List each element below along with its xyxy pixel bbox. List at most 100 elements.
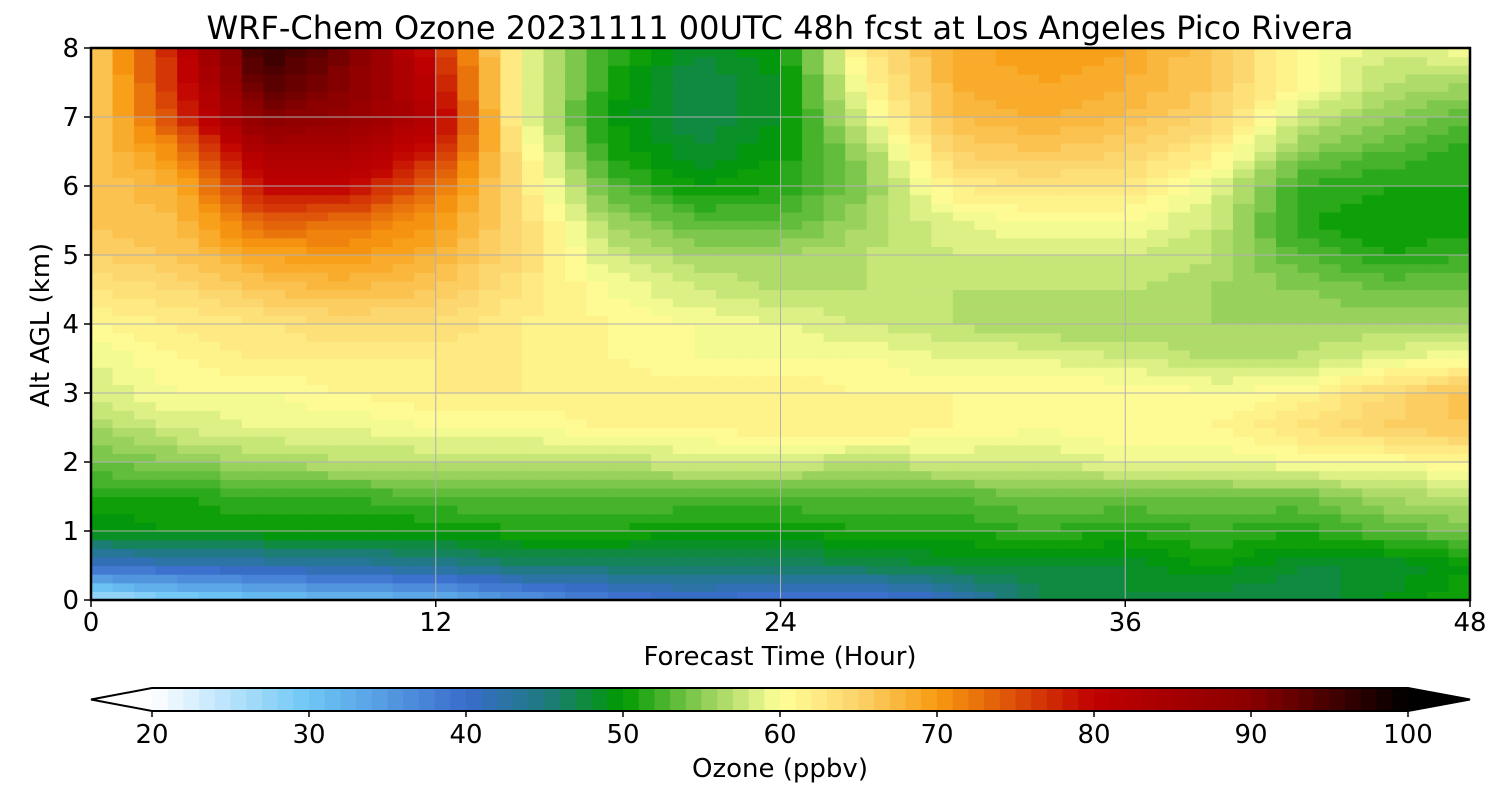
heatmap-cell: [845, 444, 868, 454]
heatmap-cell: [284, 453, 308, 463]
heatmap-cell: [931, 263, 954, 273]
heatmap-cell: [1125, 82, 1148, 92]
heatmap-cell: [1168, 505, 1191, 515]
heatmap-cell: [931, 487, 954, 498]
heatmap-cell: [608, 91, 631, 101]
heatmap-cell: [1103, 496, 1126, 506]
heatmap-cell: [1297, 65, 1320, 75]
heatmap-cell: [952, 358, 976, 368]
heatmap-cell: [435, 548, 458, 558]
heatmap-cell: [1017, 444, 1040, 454]
heatmap-cell: [1319, 462, 1342, 472]
heatmap-cell: [931, 470, 954, 480]
heatmap-cell: [328, 272, 351, 282]
heatmap-cell: [780, 160, 803, 170]
heatmap-cell: [1039, 556, 1062, 567]
heatmap-cell: [220, 99, 243, 109]
heatmap-cell: [521, 91, 545, 101]
heatmap-cell: [198, 531, 221, 541]
heatmap-cell: [1168, 332, 1191, 342]
heatmap-cell: [220, 574, 243, 584]
heatmap-cell: [1276, 324, 1299, 334]
heatmap-cell: [284, 263, 308, 273]
heatmap-cell: [91, 418, 114, 429]
heatmap-cell: [1232, 211, 1256, 222]
heatmap-cell: [1232, 358, 1256, 368]
heatmap-cell: [672, 194, 695, 204]
heatmap-cell: [1232, 487, 1256, 498]
heatmap-cell: [866, 134, 889, 144]
heatmap-cell: [371, 332, 394, 342]
heatmap-cell: [1297, 263, 1320, 273]
heatmap-cell: [737, 401, 760, 411]
heatmap-cell: [414, 186, 437, 196]
heatmap-cell: [1103, 505, 1126, 515]
heatmap-cell: [371, 134, 394, 144]
heatmap-cell: [457, 117, 480, 127]
heatmap-cell: [1448, 332, 1471, 342]
heatmap-cell: [371, 289, 394, 299]
colorbar-swatch: [591, 688, 608, 711]
heatmap-cell: [1017, 531, 1040, 541]
heatmap-cell: [1232, 479, 1256, 489]
heatmap-cell: [974, 186, 997, 196]
heatmap-cell: [974, 324, 997, 334]
heatmap-cell: [457, 505, 480, 515]
heatmap-cell: [651, 418, 674, 429]
heatmap-cell: [1125, 505, 1148, 515]
heatmap-cell: [1383, 73, 1406, 84]
heatmap-cell: [629, 375, 652, 385]
heatmap-cell: [1211, 418, 1234, 429]
heatmap-cell: [435, 186, 458, 196]
heatmap-cell: [931, 306, 954, 316]
heatmap-cell: [241, 418, 264, 429]
heatmap-cell: [1405, 444, 1428, 454]
heatmap-cell: [888, 505, 911, 515]
heatmap-cell: [241, 108, 264, 118]
heatmap-cell: [1082, 82, 1105, 92]
heatmap-cell: [177, 91, 200, 101]
heatmap-cell: [694, 513, 717, 523]
heatmap-cell: [931, 462, 954, 472]
heatmap-cell: [715, 487, 739, 498]
heatmap-cell: [500, 65, 523, 75]
heatmap-cell: [1448, 48, 1471, 58]
heatmap-cell: [995, 177, 1019, 187]
heatmap-cell: [909, 73, 932, 84]
heatmap-cell: [112, 280, 135, 291]
y-tick-label: 0: [62, 586, 79, 616]
heatmap-cell: [435, 384, 458, 394]
heatmap-cell: [565, 48, 588, 58]
heatmap-cell: [995, 548, 1019, 558]
heatmap-cell: [284, 134, 308, 144]
heatmap-cell: [134, 186, 157, 196]
heatmap-cell: [328, 220, 351, 230]
heatmap-cell: [1103, 341, 1126, 351]
heatmap-cell: [1254, 186, 1277, 196]
heatmap-cell: [198, 48, 221, 58]
heatmap-cell: [1319, 349, 1342, 360]
heatmap-cell: [737, 470, 760, 480]
heatmap-cell: [91, 203, 114, 213]
heatmap-cell: [349, 229, 372, 239]
heatmap-cell: [1103, 134, 1126, 144]
heatmap-cell: [1383, 470, 1406, 480]
heatmap-cell: [500, 367, 523, 377]
heatmap-cell: [586, 531, 609, 541]
heatmap-cell: [263, 410, 286, 420]
heatmap-cell: [478, 531, 501, 541]
heatmap-cell: [112, 444, 135, 454]
heatmap-cell: [112, 427, 135, 437]
heatmap-cell: [715, 289, 739, 299]
heatmap-cell: [1189, 513, 1213, 523]
heatmap-cell: [1103, 487, 1126, 498]
heatmap-cell: [392, 263, 415, 273]
heatmap-cell: [758, 117, 782, 127]
heatmap-cell: [220, 332, 243, 342]
heatmap-cell: [1082, 470, 1105, 480]
heatmap-cell: [198, 99, 221, 109]
heatmap-cell: [134, 108, 157, 118]
heatmap-cell: [177, 505, 200, 515]
heatmap-cell: [1383, 565, 1406, 575]
heatmap-cell: [1362, 470, 1385, 480]
